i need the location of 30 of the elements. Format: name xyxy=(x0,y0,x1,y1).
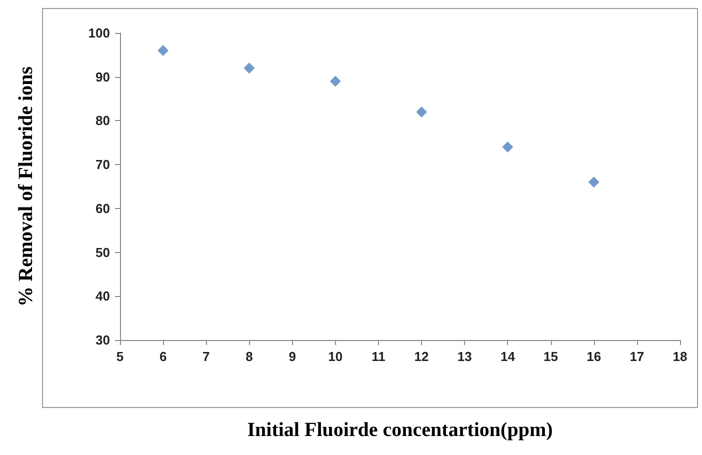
x-tick-label: 12 xyxy=(414,349,429,364)
y-tick-label: 30 xyxy=(96,332,110,348)
x-tick-label: 14 xyxy=(500,349,516,364)
y-tick-label: 90 xyxy=(96,69,110,84)
point xyxy=(158,45,169,56)
x-tick-label: 6 xyxy=(159,349,167,364)
x-tick-label: 18 xyxy=(672,349,688,364)
x-tick-label: 15 xyxy=(544,349,558,364)
x-tick-label: 9 xyxy=(288,349,296,364)
x-tick-label: 11 xyxy=(372,349,386,364)
x-tick-label: 17 xyxy=(630,349,644,364)
point xyxy=(416,106,428,118)
y-tick-label: 60 xyxy=(96,200,110,216)
point xyxy=(244,62,255,74)
y-tick-label: 100 xyxy=(88,26,110,40)
point xyxy=(502,142,514,153)
x-tick-label: 16 xyxy=(586,349,602,364)
x-tick-label: 5 xyxy=(116,349,124,364)
point xyxy=(588,176,600,188)
y-tick-label: 50 xyxy=(96,244,110,260)
x-tick-label: 10 xyxy=(328,349,343,364)
point xyxy=(330,76,341,87)
x-tick-label: 8 xyxy=(246,349,253,364)
x-tick-label: 7 xyxy=(202,349,210,364)
x-tick-label: 13 xyxy=(457,349,472,364)
y-axis-title: % Removal of Fluoride ions xyxy=(15,66,37,306)
x-axis-title: Initial Fluoirde concentartion(ppm) xyxy=(247,419,553,441)
y-tick-label: 80 xyxy=(96,113,110,128)
y-tick-label: 40 xyxy=(96,288,110,304)
y-tick-label: 70 xyxy=(96,157,110,172)
